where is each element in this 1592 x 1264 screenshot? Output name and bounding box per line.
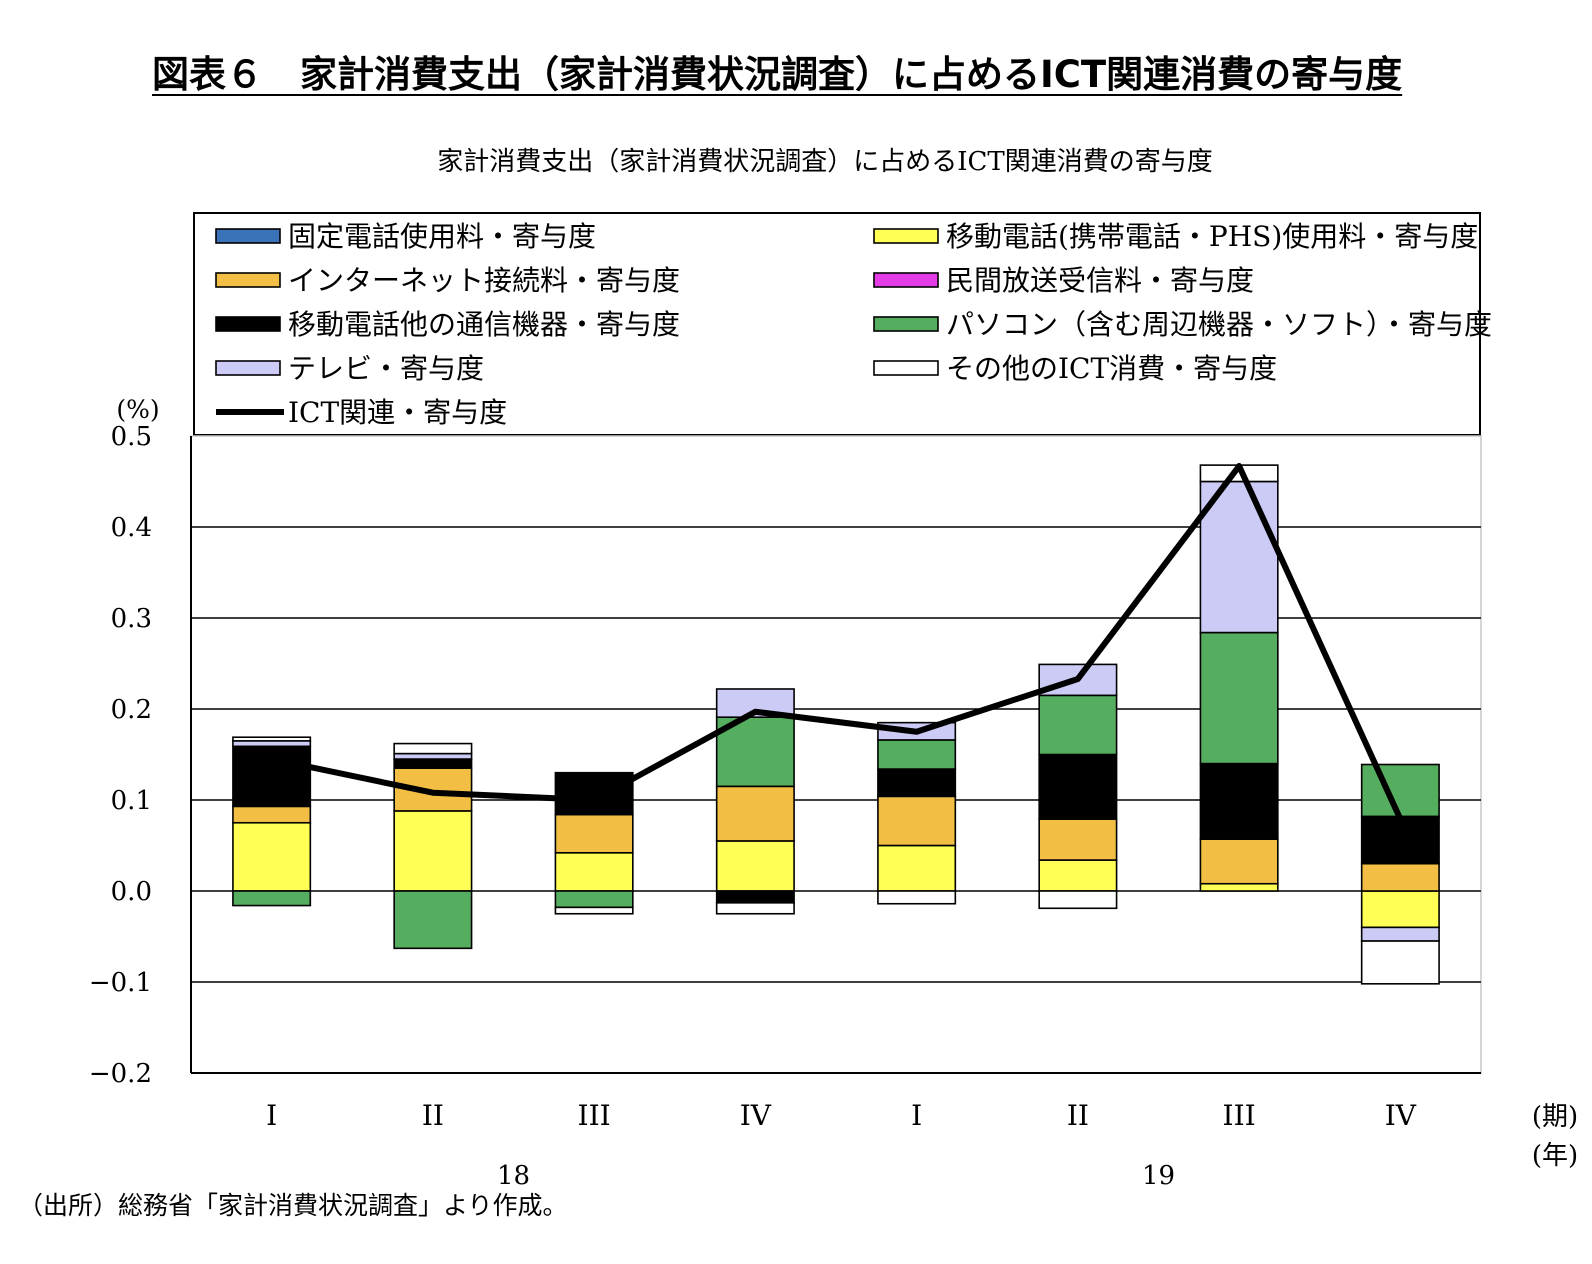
bar-segment-devices — [393, 758, 473, 769]
chart-title: 家計消費支出（家計消費状況調査）に占めるICT関連消費の寄与度 — [437, 147, 1213, 177]
legend-label-tv: テレビ・寄与度 — [288, 352, 484, 385]
y-tick-label: −0.1 — [89, 968, 152, 998]
legend-box — [193, 212, 1481, 436]
bar-segment-internet — [877, 795, 957, 847]
legend-swatch-mobile_phone — [873, 228, 939, 244]
bar-segment-pc — [877, 739, 957, 770]
bar-segment-devices — [232, 745, 312, 808]
bar-segment-other — [1038, 890, 1118, 910]
legend-swatch-other — [873, 360, 939, 376]
bar-segment-mobile_phone — [554, 851, 634, 892]
bar-segment-tv — [1360, 926, 1440, 942]
bar-segment-pc — [232, 890, 312, 907]
bar-segment-other — [1360, 940, 1440, 985]
bar-segment-pc — [1038, 694, 1118, 756]
bar-segment-tv — [232, 740, 312, 748]
bar-segment-devices — [1199, 762, 1279, 840]
y-tick-label: 0.5 — [111, 422, 152, 452]
bar-segment-devices — [1038, 753, 1118, 820]
bar-segment-mobile_phone — [1360, 890, 1440, 929]
ict-line-layer — [271, 463, 1404, 821]
bar-segment-other — [554, 906, 634, 915]
bar-segment-devices — [554, 771, 634, 816]
legend: 固定電話使用料・寄与度 移動電話(携帯電話・PHS)使用料・寄与度インターネット接… — [215, 220, 1492, 429]
bar-segment-other — [232, 736, 312, 742]
legend-swatch-fixed_phone — [215, 228, 281, 244]
bar-segment-mobile_phone — [393, 810, 473, 892]
bar-segment-other — [877, 890, 957, 905]
legend-swatch-internet — [215, 272, 281, 288]
y-tick-label: 0.4 — [111, 513, 152, 543]
legend-label-mobile_phone: 移動電話(携帯電話・PHS)使用料・寄与度 — [946, 220, 1478, 253]
bar-segment-mobile_phone — [1199, 882, 1279, 892]
x-tick-label: II — [1067, 1099, 1089, 1132]
legend-swatch-devices — [215, 316, 281, 332]
x-tick-label: III — [578, 1099, 611, 1132]
legend-label-pc: パソコン（含む周辺機器・ソフト）・寄与度 — [946, 308, 1492, 341]
plot-area — [190, 435, 1482, 1074]
y-tick-label: 0.3 — [111, 604, 152, 634]
bar-segment-pc — [1199, 631, 1279, 765]
x-tick-label: II — [422, 1099, 444, 1132]
bar-segment-pc — [393, 890, 473, 950]
bar-segment-tv — [1199, 480, 1279, 634]
legend-label-broadcast: 民間放送受信料・寄与度 — [946, 264, 1254, 297]
bar-segment-devices — [715, 890, 795, 904]
year-group-label: 18 — [497, 1161, 530, 1191]
y-tick-label: 0.2 — [111, 695, 152, 725]
y-axis-unit: (%) — [116, 395, 159, 424]
bar-segment-pc — [1360, 763, 1440, 818]
x-tick-label: I — [911, 1099, 922, 1132]
source-note: （出所）総務省「家計消費状況調査」より作成。 — [18, 1191, 568, 1220]
y-tick-label: 0.0 — [111, 877, 152, 907]
legend-label-internet: インターネット接続料・寄与度 — [288, 264, 680, 297]
y-tick-label: −0.2 — [89, 1059, 152, 1089]
legend-swatch-tv — [215, 360, 281, 376]
x-tick-label: I — [266, 1099, 277, 1132]
bar-segment-mobile_phone — [232, 821, 312, 892]
bar-segment-devices — [1360, 815, 1440, 865]
y-tick-label: 0.1 — [111, 786, 152, 816]
bar-segment-tv — [393, 752, 473, 760]
bar-segment-pc — [554, 890, 634, 909]
x-tick-label: IV — [740, 1099, 772, 1132]
figure-title: 図表６ 家計消費支出（家計消費状況調査）に占めるICT関連消費の寄与度 — [152, 53, 1403, 96]
bar-segment-other — [715, 902, 795, 915]
bar-segment-internet — [1360, 862, 1440, 892]
bar-segment-other — [393, 742, 473, 755]
x-axis-year-label: (年) — [1532, 1141, 1578, 1171]
ict-total-line — [271, 463, 1404, 821]
bar-segment-mobile_phone — [1038, 859, 1118, 892]
x-axis-period-label: (期) — [1532, 1102, 1578, 1132]
bar-segment-devices — [877, 768, 957, 798]
bar-segment-internet — [1199, 838, 1279, 885]
legend-swatch-broadcast — [873, 272, 939, 288]
legend-label-other: その他のICT消費・寄与度 — [946, 352, 1277, 385]
x-tick-label: IV — [1385, 1099, 1417, 1132]
bar-segment-internet — [1038, 818, 1118, 861]
legend-label-fixed_phone: 固定電話使用料・寄与度 — [288, 220, 596, 253]
bar-segment-internet — [715, 785, 795, 842]
bars — [232, 464, 1440, 985]
y-tick-labels: −0.2 −0.1 0.0 0.1 0.2 0.3 0.4 0.5 — [89, 422, 152, 1089]
bar-segment-mobile_phone — [877, 844, 957, 892]
x-tick-label: III — [1223, 1099, 1256, 1132]
legend-swatch-pc — [873, 316, 939, 332]
bar-segment-internet — [554, 813, 634, 854]
legend-label-devices: 移動電話他の通信機器・寄与度 — [288, 308, 680, 341]
year-group-label: 19 — [1142, 1161, 1175, 1191]
legend-label-ict-line: ICT関連・寄与度 — [288, 396, 507, 429]
bar-segment-mobile_phone — [715, 840, 795, 892]
bar-segment-internet — [232, 805, 312, 824]
